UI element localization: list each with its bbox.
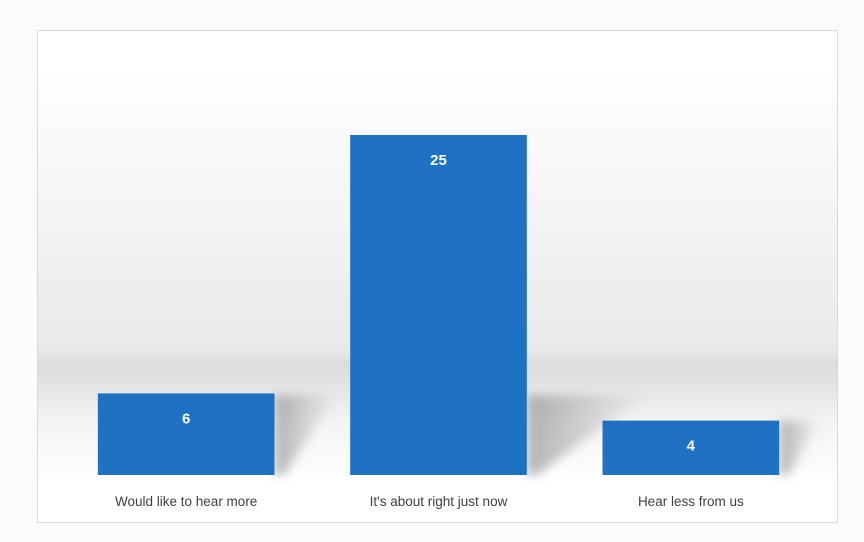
bar-shadow — [274, 395, 336, 475]
data-label: 6 — [182, 410, 190, 427]
bar-shadow — [526, 395, 647, 475]
data-label: 25 — [430, 152, 447, 169]
data-label: 4 — [687, 438, 696, 455]
bar-shadow — [779, 420, 820, 475]
x-tick-label: It's about right just now — [370, 494, 508, 509]
bar — [602, 420, 780, 475]
x-tick-label: Would like to hear more — [115, 494, 257, 509]
bar — [350, 135, 527, 475]
x-tick-label: Hear less from us — [638, 494, 744, 509]
bar — [97, 393, 275, 475]
